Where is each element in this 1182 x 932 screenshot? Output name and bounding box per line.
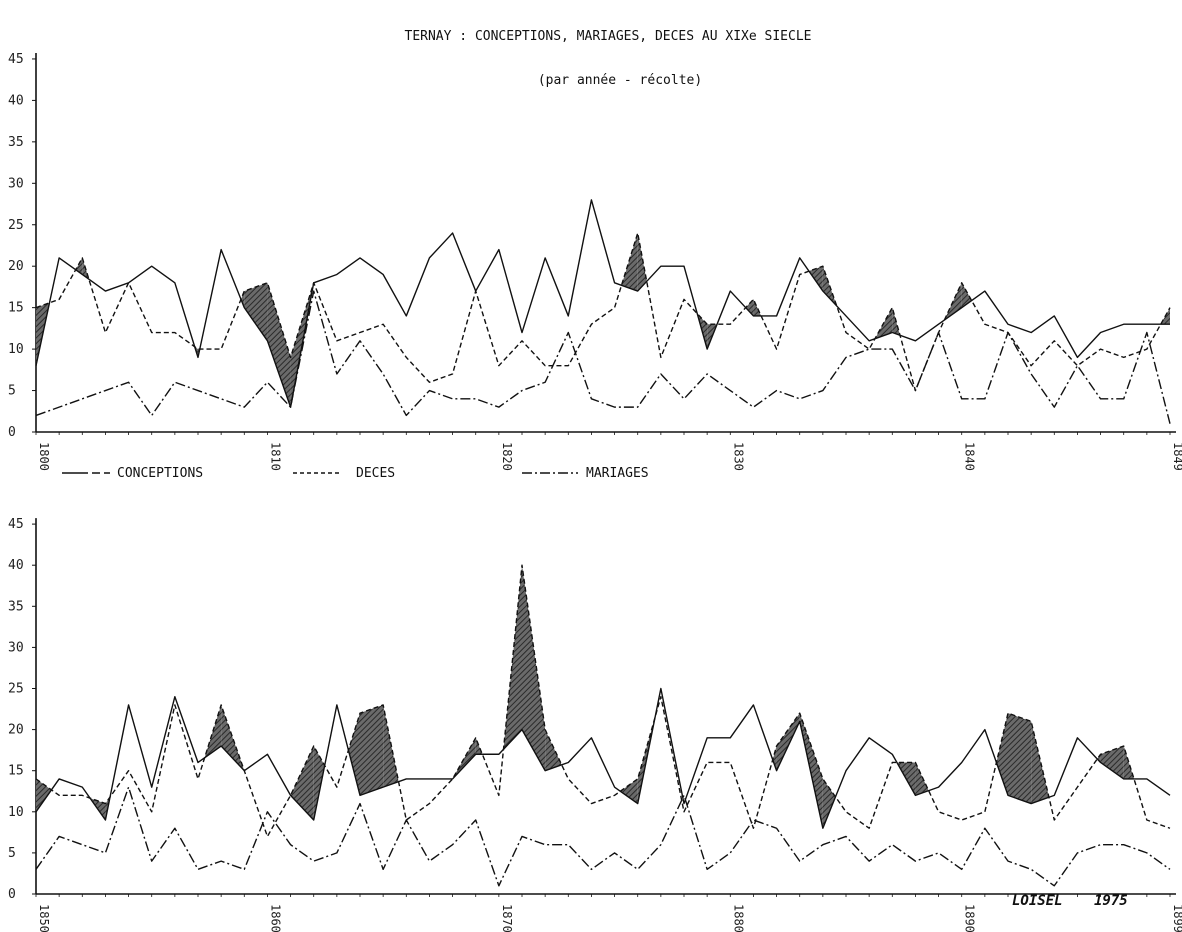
y-tick-label: 35 — [8, 135, 24, 150]
x-tick-label: 1890 — [963, 904, 977, 932]
surplus-deces-area — [808, 266, 823, 292]
surplus-deces-area — [745, 299, 754, 316]
y-tick-label: 5 — [8, 846, 16, 861]
y-tick-label: 45 — [8, 52, 24, 67]
legend-label-conceptions: CONCEPTIONS — [117, 466, 203, 481]
surplus-deces-area — [240, 291, 245, 308]
surplus-deces-area — [36, 778, 52, 812]
surplus-deces-area — [1008, 713, 1032, 804]
chart-title: TERNAY : CONCEPTIONS, MARIAGES, DECES AU… — [405, 29, 812, 44]
surplus-deces-area — [290, 746, 314, 821]
x-tick-label: 1820 — [500, 442, 514, 471]
x-tick-label: 1860 — [268, 904, 282, 932]
x-tick-label: 1840 — [963, 442, 977, 471]
legend-label-deces: DECES — [356, 466, 395, 481]
surplus-deces-area — [620, 778, 638, 804]
y-tick-label: 30 — [8, 176, 24, 191]
series-line-deces — [35, 564, 1171, 838]
y-tick-label: 45 — [8, 517, 24, 532]
legend-label-mariages: MARIAGES — [586, 466, 649, 481]
x-tick-label: 1810 — [268, 442, 282, 471]
surplus-deces-area — [522, 565, 546, 771]
surplus-deces-area — [348, 713, 360, 796]
y-tick-label: 35 — [8, 599, 24, 614]
y-tick-label: 0 — [8, 887, 16, 902]
y-tick-label: 30 — [8, 640, 24, 655]
y-tick-label: 20 — [8, 723, 24, 738]
x-tick-label: 1800 — [37, 442, 51, 471]
series-line-mariages — [35, 290, 1171, 424]
series-line-conceptions — [35, 199, 1170, 408]
surplus-deces-area — [1100, 746, 1124, 779]
y-tick-label: 25 — [8, 218, 24, 233]
series-line-mariages — [35, 786, 1171, 887]
x-tick-label: 1870 — [500, 904, 514, 932]
surplus-deces-area — [221, 704, 245, 771]
y-ticks: 0 5 10 15 20 25 30 35 40 45 — [8, 517, 36, 902]
y-tick-label: 20 — [8, 259, 24, 274]
y-tick-label: 0 — [8, 425, 16, 440]
surplus-deces-area — [772, 746, 777, 771]
surplus-deces-area — [545, 729, 562, 771]
y-tick-label: 10 — [8, 342, 24, 357]
y-ticks: 0 5 10 15 20 25 30 35 40 45 — [8, 52, 36, 440]
x-ticks: 1800 1810 1820 1830 1840 1849 — [35, 432, 1182, 471]
x-tick-label: 1830 — [731, 442, 745, 471]
surplus-deces-area — [267, 282, 291, 408]
x-ticks: 1850 1860 1870 1880 1890 1899 — [35, 894, 1182, 932]
surplus-deces-area — [822, 778, 836, 829]
surplus-deces-shading — [36, 565, 1134, 829]
series-line-conceptions — [35, 687, 1171, 829]
axes — [35, 518, 1176, 895]
series-line-deces — [35, 232, 1171, 392]
surplus-deces-area — [776, 713, 800, 771]
signature-name: LOISEL — [1012, 893, 1063, 909]
y-tick-label: 15 — [8, 301, 24, 316]
x-tick-label: 1849 — [1171, 442, 1182, 471]
surplus-deces-area — [996, 713, 1008, 796]
y-tick-label: 25 — [8, 682, 24, 697]
legend: CONCEPTIONS DECES MARIAGES — [62, 466, 649, 481]
x-tick-label: 1880 — [731, 904, 745, 932]
surplus-deces-area — [360, 704, 384, 796]
x-tick-label: 1899 — [1171, 904, 1182, 932]
y-tick-label: 40 — [8, 93, 24, 108]
surplus-deces-area — [915, 762, 929, 796]
y-tick-label: 10 — [8, 805, 24, 820]
x-tick-label: 1850 — [37, 904, 51, 932]
y-tick-label: 40 — [8, 558, 24, 573]
y-tick-label: 5 — [8, 384, 16, 399]
axes — [35, 52, 1176, 433]
signature-year: 1975 — [1094, 893, 1128, 909]
surplus-deces-area — [621, 233, 638, 292]
surplus-deces-area — [961, 282, 972, 308]
chart-subtitle: (par année - récolte) — [538, 73, 702, 88]
surplus-deces-area — [313, 746, 325, 821]
y-tick-label: 15 — [8, 764, 24, 779]
surplus-deces-area — [244, 282, 268, 341]
